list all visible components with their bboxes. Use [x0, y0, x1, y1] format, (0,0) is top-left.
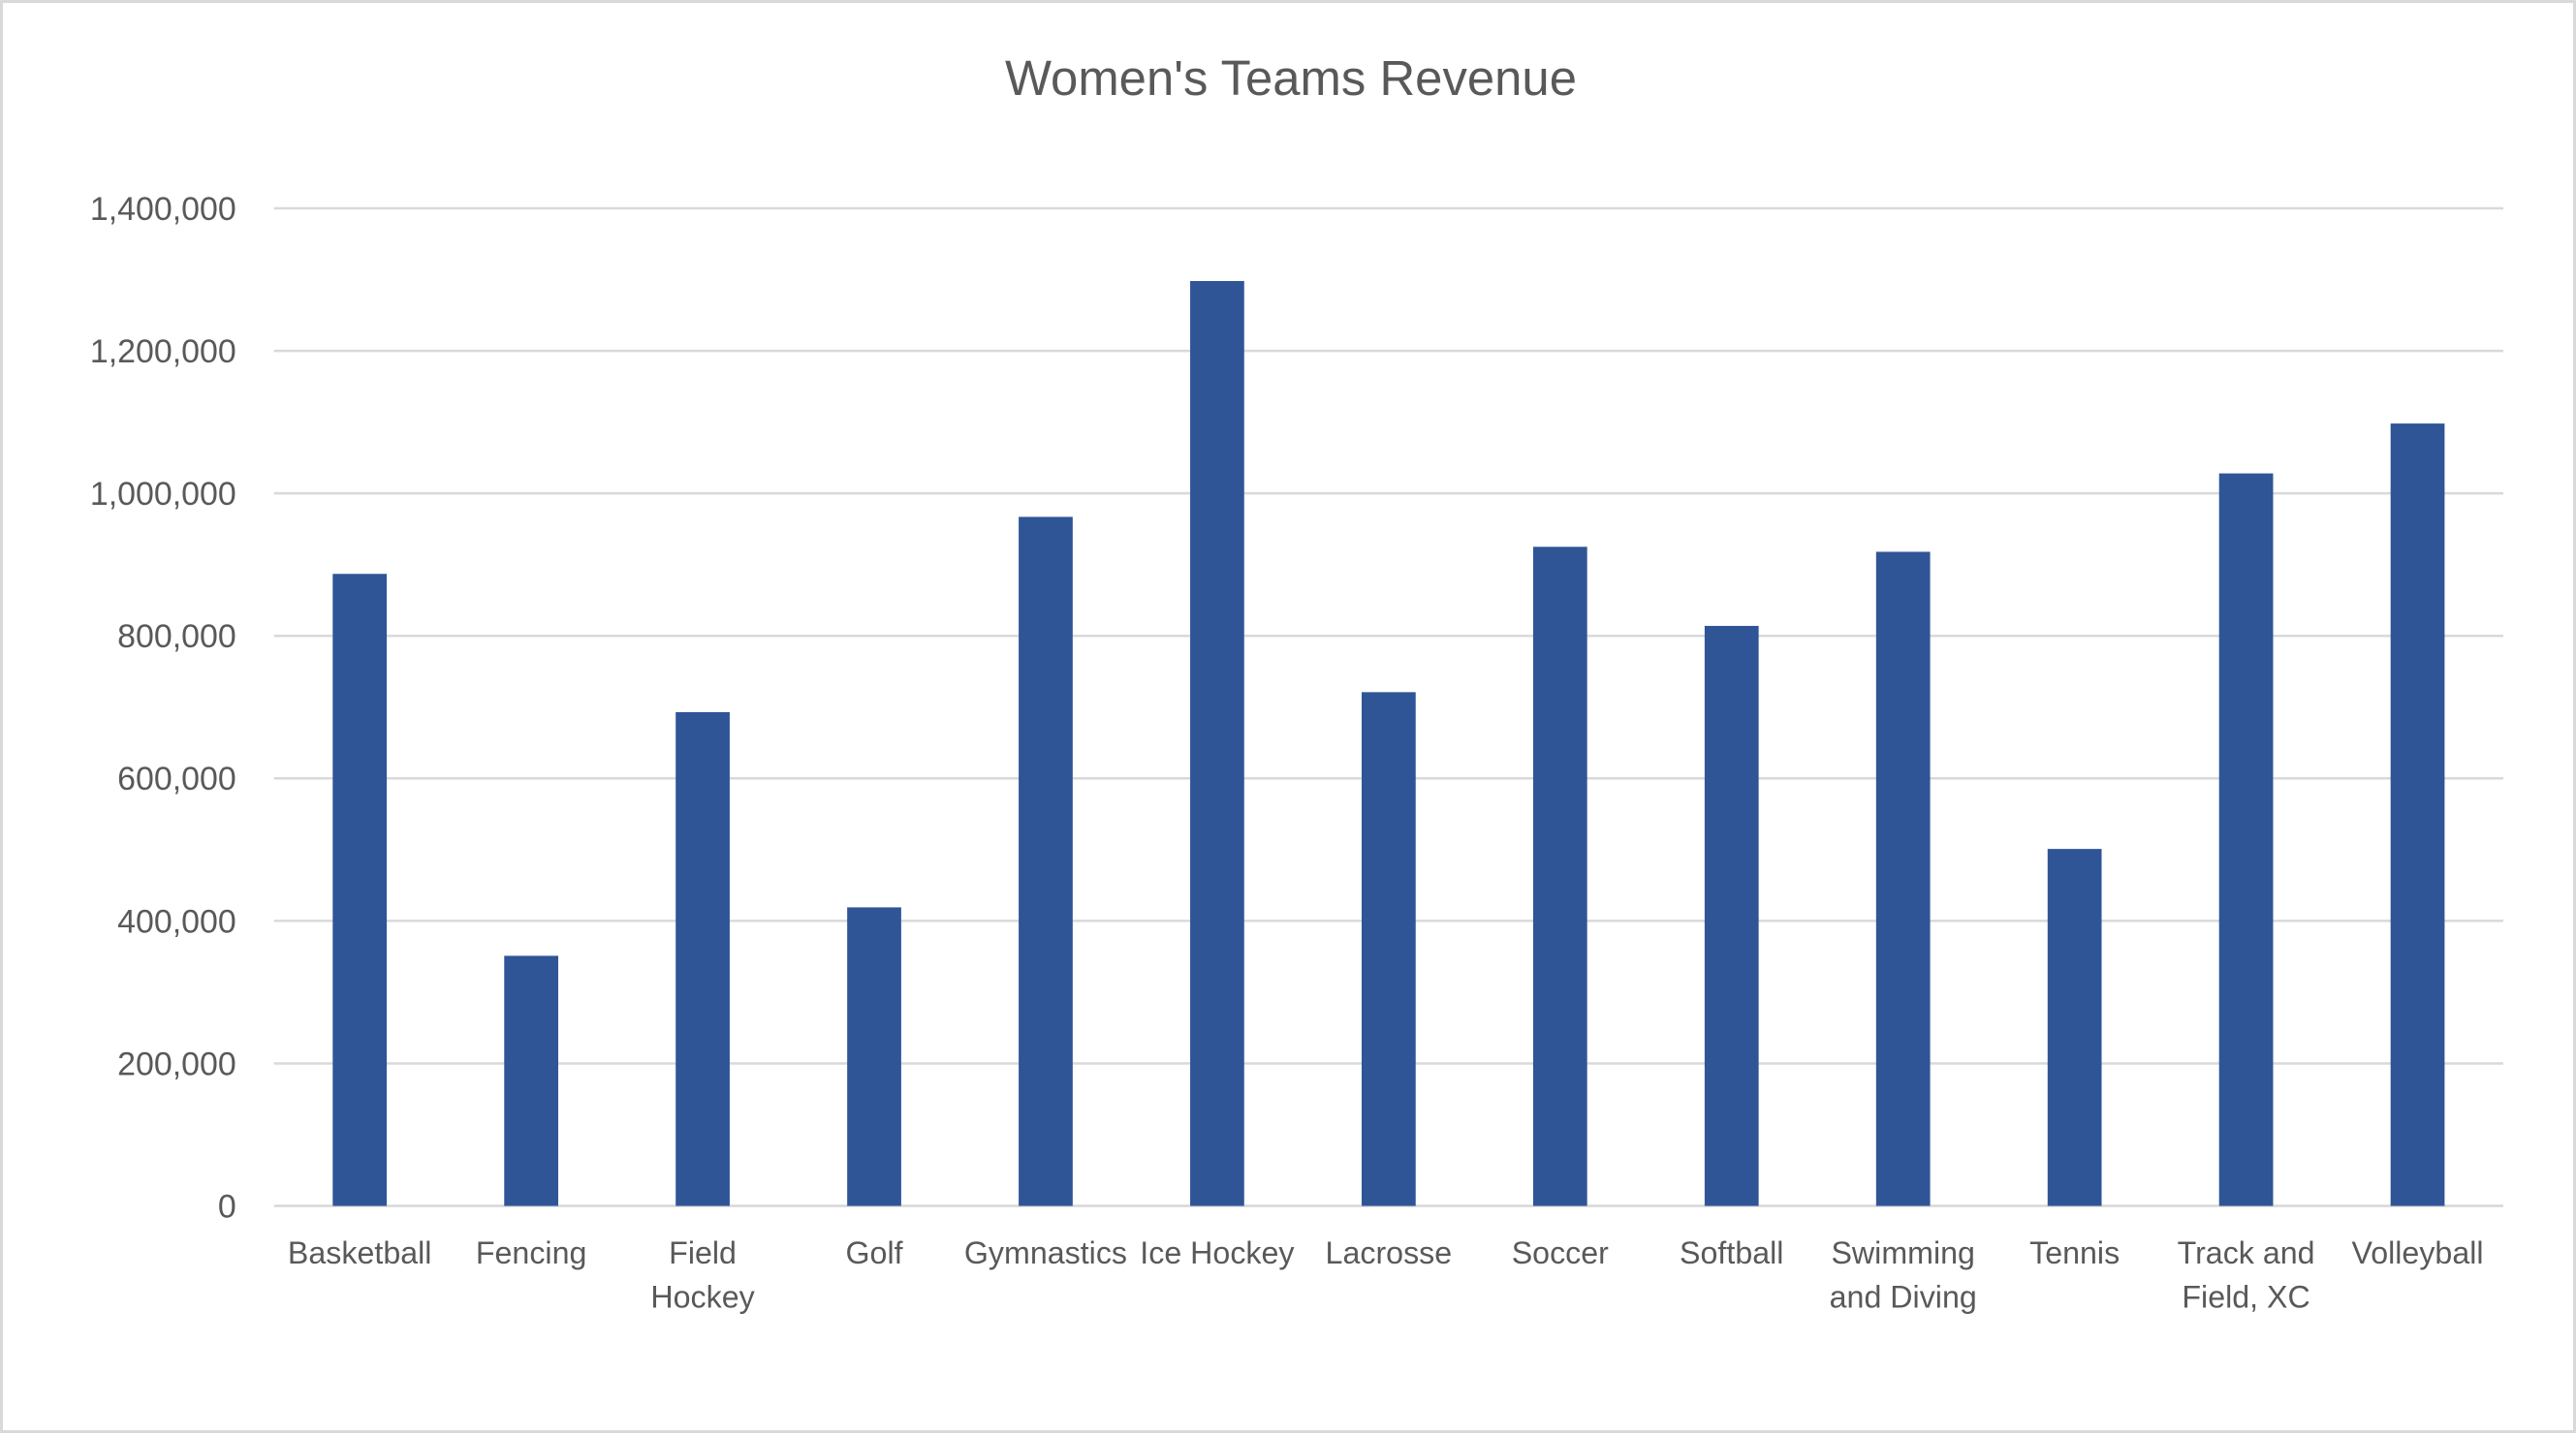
bar-volleyball [2390, 423, 2445, 1206]
bar-track-and-field-xc [2218, 473, 2274, 1206]
x-tick-label: Ice Hockey [1140, 1235, 1295, 1270]
y-tick-label: 1,000,000 [90, 476, 236, 513]
y-tick-label: 1,400,000 [90, 191, 236, 228]
chart-title: Women's Teams Revenue [1005, 50, 1577, 106]
x-tick-label: Golf [845, 1235, 902, 1270]
bar-soccer [1532, 546, 1587, 1206]
y-tick-label: 200,000 [117, 1046, 236, 1082]
y-axis-ticks: 0 200,000 400,000 600,000 800,000 1,000,000 1,… [90, 191, 236, 1226]
bar-ice-hockey [1190, 281, 1244, 1206]
x-tick-label: Tennis [2029, 1235, 2120, 1270]
x-tick-label: Fencing [476, 1235, 587, 1270]
x-tick-label: Track and Field, XC [2178, 1235, 2315, 1315]
x-tick-label: Basketball [288, 1235, 432, 1270]
bar-tennis [2047, 849, 2102, 1206]
x-tick-label: Lacrosse [1326, 1235, 1453, 1270]
bars [332, 281, 2445, 1206]
bar-basketball [332, 574, 388, 1206]
x-tick-label: Soccer [1512, 1235, 1609, 1270]
x-tick-label: Gymnastics [964, 1235, 1127, 1270]
y-tick-label: 400,000 [117, 903, 236, 940]
x-tick-label: Softball [1680, 1235, 1783, 1270]
x-tick-label: Volleyball [2352, 1235, 2484, 1270]
y-tick-label: 0 [218, 1188, 236, 1225]
x-tick-label: Field Hockey [650, 1235, 755, 1315]
y-tick-label: 600,000 [117, 761, 236, 797]
bar-lacrosse [1361, 692, 1416, 1206]
y-tick-label: 1,200,000 [90, 333, 236, 370]
x-tick-label: Swimming and Diving [1830, 1235, 1977, 1315]
bar-chart: Women's Teams Revenue 0 200,000 400,000 600… [90, 50, 2504, 1315]
bar-softball [1704, 625, 1759, 1206]
x-axis-labels: Basketball Fencing Field Hockey Golf Gymnasti… [288, 1235, 2484, 1315]
bar-gymnastics [1019, 516, 1073, 1206]
bar-swimming-and-diving [1875, 551, 1931, 1206]
bar-fencing [504, 955, 558, 1206]
bar-field-hockey [675, 711, 730, 1206]
y-tick-label: 800,000 [117, 618, 236, 655]
bar-golf [847, 907, 901, 1206]
